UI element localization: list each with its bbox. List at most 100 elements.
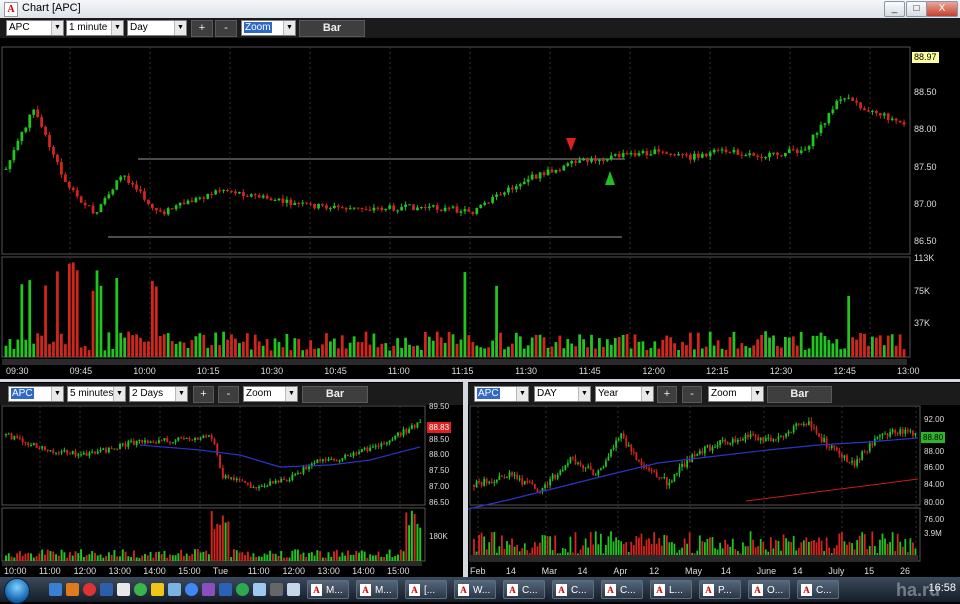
- taskbar-window-button[interactable]: A C...: [552, 580, 594, 599]
- candle-body: [410, 425, 413, 429]
- buy-arrow-icon: [605, 171, 615, 185]
- explorer-icon[interactable]: [100, 583, 113, 596]
- maximize-button[interactable]: □: [906, 1, 927, 17]
- right-symbol-dropdown[interactable]: APC ▼: [474, 386, 529, 402]
- volume-bar: [344, 348, 348, 357]
- mail-icon[interactable]: [219, 583, 232, 596]
- left-interval-dropdown[interactable]: 5 minutes ▼: [67, 386, 126, 402]
- close-button[interactable]: X: [926, 1, 958, 17]
- main-range-dropdown[interactable]: Day ▼: [127, 20, 187, 36]
- pane-splitter-horizontal[interactable]: [0, 379, 960, 382]
- right-zoom-out-button[interactable]: -: [682, 386, 702, 403]
- utorrent-icon[interactable]: [236, 583, 249, 596]
- taskbar-window-button[interactable]: A C...: [503, 580, 545, 599]
- volume-bar: [43, 554, 46, 561]
- opera-icon[interactable]: [83, 583, 96, 596]
- taskbar-window-button[interactable]: A O...: [748, 580, 790, 599]
- volume-bar: [177, 553, 180, 561]
- volume-bar: [263, 553, 266, 561]
- chrome-icon[interactable]: [185, 583, 198, 596]
- show-desktop-icon[interactable]: [49, 583, 62, 596]
- search-icon[interactable]: [253, 583, 266, 596]
- volume-bar: [82, 557, 85, 561]
- taskbar-window-button[interactable]: A P...: [699, 580, 741, 599]
- candle-body: [605, 158, 609, 161]
- candle-body: [443, 207, 447, 211]
- candle-body: [754, 435, 757, 438]
- left-chart-panel[interactable]: 89.50 88.83 88.50 88.00 87.50 87.00 86.5…: [0, 402, 463, 577]
- candle-body: [293, 202, 297, 205]
- main-bar-button[interactable]: Bar: [299, 20, 365, 37]
- candle-body: [174, 205, 178, 210]
- left-symbol-dropdown[interactable]: APC ▼: [8, 386, 64, 402]
- main-chart-panel[interactable]: 88.97 88.50 88.00 87.50 87.00 86.50 113K…: [0, 39, 960, 378]
- minimize-button[interactable]: _: [884, 1, 905, 17]
- volume-bar: [787, 337, 791, 357]
- volume-bar: [79, 347, 83, 357]
- taskbar-window-button[interactable]: A [...: [405, 580, 447, 599]
- app-logo-icon: A: [556, 584, 567, 596]
- volume-bar: [107, 552, 110, 561]
- taskbar-window-button[interactable]: A M...: [307, 580, 349, 599]
- taskbar-window-button[interactable]: A L...: [650, 580, 692, 599]
- taskbar-window-button[interactable]: A C...: [601, 580, 643, 599]
- main-zoom-dropdown[interactable]: Zoom ▼: [241, 20, 296, 36]
- candle-body: [40, 116, 43, 127]
- main-price-chart[interactable]: [0, 39, 960, 378]
- app-icon[interactable]: [202, 583, 215, 596]
- media-icon[interactable]: [134, 583, 147, 596]
- taskbar-window-button[interactable]: A W...: [454, 580, 496, 599]
- volume-bar: [792, 536, 795, 561]
- terminal-icon[interactable]: [287, 583, 300, 596]
- folder-icon[interactable]: [151, 583, 164, 596]
- right-price-chart[interactable]: [467, 405, 960, 577]
- settings-icon[interactable]: [270, 583, 283, 596]
- taskbar-window-button[interactable]: A C...: [797, 580, 839, 599]
- volume-bar: [191, 554, 194, 561]
- right-bar-button[interactable]: Bar: [767, 386, 832, 403]
- main-time-tick: 09:45: [69, 366, 93, 376]
- volume-bar: [230, 556, 233, 561]
- main-symbol-dropdown[interactable]: APC ▼: [6, 20, 64, 36]
- volume-bar: [305, 556, 308, 561]
- candle-body: [802, 423, 805, 425]
- left-zoom-in-button[interactable]: +: [193, 386, 214, 403]
- volume-bar: [554, 342, 558, 357]
- main-zoom-out-button[interactable]: -: [215, 20, 237, 37]
- volume-bar: [308, 553, 310, 561]
- volume-bar: [427, 336, 431, 357]
- pane-splitter-vertical[interactable]: [463, 382, 468, 577]
- left-range-dropdown[interactable]: 2 Days ▼: [129, 386, 188, 402]
- tray-clock[interactable]: 16:58: [928, 582, 956, 594]
- main-interval-dropdown[interactable]: 1 minute ▼: [66, 20, 124, 36]
- right-zoom-dropdown[interactable]: Zoom ▼: [708, 386, 764, 402]
- volume-bar: [105, 556, 108, 561]
- right-interval-dropdown[interactable]: DAY ▼: [534, 386, 591, 402]
- main-zoom-in-button[interactable]: +: [191, 20, 213, 37]
- left-price-chart[interactable]: [0, 405, 463, 577]
- firefox-icon[interactable]: [66, 583, 79, 596]
- right-range-dropdown[interactable]: Year ▼: [595, 386, 654, 402]
- volume-bar: [255, 556, 258, 561]
- left-zoom-out-button[interactable]: -: [218, 386, 239, 403]
- left-bar-button[interactable]: Bar: [302, 386, 368, 403]
- volume-bar: [863, 333, 866, 357]
- volume-bar: [840, 532, 843, 561]
- volume-bar: [686, 543, 689, 561]
- volume-bar: [327, 552, 330, 561]
- candle-body: [772, 439, 775, 441]
- candle-body: [144, 440, 146, 443]
- window-icon[interactable]: [168, 583, 181, 596]
- candle-body: [473, 485, 475, 487]
- volume-bar: [80, 549, 83, 561]
- candle-body: [196, 438, 199, 440]
- document-icon[interactable]: [117, 583, 130, 596]
- start-button[interactable]: [4, 578, 30, 604]
- left-symbol-value: APC: [11, 388, 34, 399]
- taskbar-window-button[interactable]: A M...: [356, 580, 398, 599]
- right-zoom-in-button[interactable]: +: [657, 386, 677, 403]
- candle-body: [522, 181, 526, 185]
- left-zoom-dropdown[interactable]: Zoom ▼: [243, 386, 298, 402]
- volume-bar: [447, 331, 451, 357]
- right-chart-panel[interactable]: 92.00 88.80 88.00 86.00 84.00 80.00 76.0…: [467, 405, 960, 577]
